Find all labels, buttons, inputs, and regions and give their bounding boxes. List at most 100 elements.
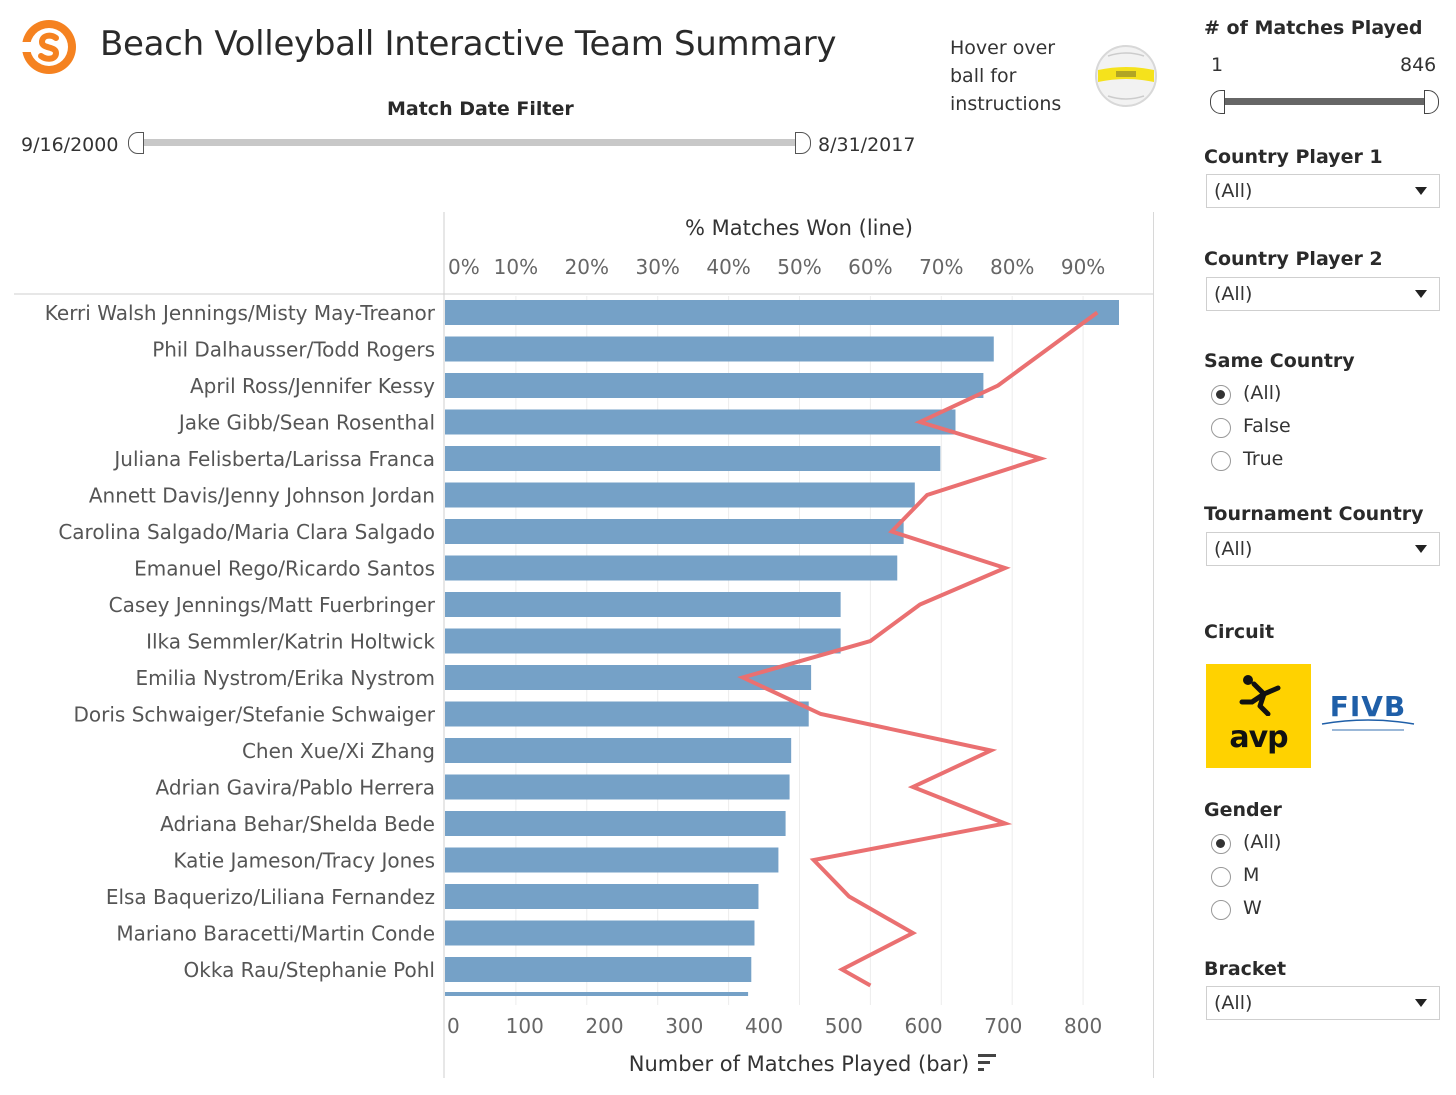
chevron-down-icon [1415, 290, 1427, 298]
team-label: Okka Rau/Stephanie Pohl [184, 958, 435, 982]
country-player-1-dropdown[interactable]: (All) [1206, 174, 1440, 208]
team-label: Juliana Felisberta/Larissa Franca [112, 447, 435, 471]
radio-icon[interactable] [1211, 418, 1231, 438]
matches-bar[interactable] [445, 519, 904, 544]
matches-bar[interactable] [445, 300, 1119, 325]
matches-played-min: 1 [1211, 54, 1224, 76]
radio-icon[interactable] [1211, 451, 1231, 471]
matches-bar[interactable] [445, 884, 759, 909]
top-axis-tick: 0% [448, 255, 480, 279]
team-label: Phil Dalhausser/Todd Rogers [152, 338, 435, 362]
volleyball-player-icon [1239, 675, 1281, 716]
matches-bar[interactable] [445, 920, 755, 946]
partial-bar [445, 992, 749, 996]
team-label: Jake Gibb/Sean Rosenthal [177, 411, 435, 435]
matches-bar[interactable] [445, 665, 812, 690]
same-country-option-false[interactable]: False [1211, 415, 1411, 447]
radio-icon[interactable] [1211, 900, 1231, 920]
top-axis-tick: 30% [635, 255, 679, 279]
country-player-2-dropdown[interactable]: (All) [1206, 277, 1440, 311]
bottom-axis-title: Number of Matches Played (bar) [629, 1052, 970, 1076]
win-pct-line[interactable] [737, 310, 1099, 988]
top-axis-tick: 50% [777, 255, 821, 279]
matches-bar[interactable] [445, 555, 898, 581]
top-axis-tick: 70% [919, 255, 963, 279]
matches-slider-track[interactable] [1222, 98, 1430, 105]
team-label: Elsa Baquerizo/Liliana Fernandez [106, 885, 435, 909]
same-country-option-true[interactable]: True [1211, 448, 1411, 480]
date-slider-end-handle[interactable] [795, 132, 811, 154]
team-summary-chart: % Matches Won (line) 0% 10% 20% 30% 40% 50% 60… [14, 212, 1153, 1078]
team-label: Mariano Baracetti/Martin Conde [116, 922, 435, 946]
top-axis-tick: 80% [990, 255, 1034, 279]
fivb-circuit-logo[interactable]: FIVB [1318, 686, 1418, 746]
matches-slider-max-handle[interactable] [1424, 90, 1439, 114]
team-label: Carolina Salgado/Maria Clara Salgado [58, 520, 435, 544]
matches-bar[interactable] [445, 336, 994, 362]
team-label: Casey Jennings/Matt Fuerbringer [109, 593, 436, 617]
circuit-title: Circuit [1204, 621, 1275, 643]
matches-bar[interactable] [445, 482, 915, 508]
gender-option-w[interactable]: W [1211, 897, 1411, 929]
top-axis-title: % Matches Won (line) [685, 216, 913, 240]
team-label: Ilka Semmler/Katrin Holtwick [146, 630, 435, 654]
matches-bar[interactable] [445, 373, 984, 398]
top-axis-tick: 90% [1061, 255, 1105, 279]
matches-played-title: # of Matches Played [1204, 17, 1423, 39]
top-axis-tick: 20% [565, 255, 609, 279]
team-label: Emanuel Rego/Ricardo Santos [134, 557, 435, 581]
matches-bar[interactable] [445, 847, 779, 873]
team-label: Emilia Nystrom/Erika Nystrom [135, 666, 435, 690]
top-axis-tick: 60% [848, 255, 892, 279]
matches-slider-min-handle[interactable] [1210, 90, 1225, 114]
radio-selected-icon[interactable] [1211, 385, 1231, 405]
date-slider-start-handle[interactable] [128, 132, 144, 154]
radio-icon[interactable] [1211, 867, 1231, 887]
bottom-axis-tick: 800 [1064, 1014, 1102, 1038]
gender-title: Gender [1204, 799, 1282, 821]
date-slider-track[interactable] [140, 139, 802, 146]
country-player-2-title: Country Player 2 [1204, 248, 1383, 270]
team-label: Kerri Walsh Jennings/Misty May-Treanor [45, 301, 436, 325]
bottom-axis-tick: 300 [665, 1014, 703, 1038]
matches-bar[interactable] [445, 592, 841, 617]
matches-bar[interactable] [445, 774, 790, 800]
team-label: Adrian Gavira/Pablo Herrera [155, 776, 435, 800]
hover-instructions-text: Hover over ball for instructions [950, 37, 1062, 115]
country-player-1-value: (All) [1214, 180, 1253, 202]
sort-icon[interactable] [978, 1054, 996, 1071]
team-label: Adriana Behar/Shelda Bede [160, 812, 435, 836]
team-label: Annett Davis/Jenny Johnson Jordan [89, 484, 435, 508]
matches-bar[interactable] [445, 701, 809, 727]
tournament-country-dropdown[interactable]: (All) [1206, 532, 1440, 566]
svg-text:FIVB: FIVB [1330, 690, 1407, 723]
volleyball-icon[interactable] [1094, 44, 1158, 108]
tournament-country-value: (All) [1214, 538, 1253, 560]
matches-bar[interactable] [445, 957, 752, 982]
bracket-value: (All) [1214, 992, 1253, 1014]
team-label: Katie Jameson/Tracy Jones [173, 849, 435, 873]
matches-bar[interactable] [445, 811, 786, 836]
chevron-down-icon [1415, 545, 1427, 553]
avp-circuit-logo[interactable]: avp [1206, 664, 1311, 768]
radio-selected-icon[interactable] [1211, 834, 1231, 854]
date-filter-label: Match Date Filter [387, 98, 574, 120]
team-label: Chen Xue/Xi Zhang [242, 739, 435, 763]
team-label: April Ross/Jennifer Kessy [190, 374, 435, 398]
chevron-down-icon [1415, 999, 1427, 1007]
matches-bar[interactable] [445, 628, 841, 654]
matches-bar[interactable] [445, 409, 956, 435]
same-country-option-all[interactable]: (All) [1211, 382, 1411, 414]
top-axis-tick: 40% [706, 255, 750, 279]
bottom-axis-tick: 0 [447, 1014, 460, 1038]
matches-bar[interactable] [445, 738, 792, 763]
bracket-dropdown[interactable]: (All) [1206, 986, 1440, 1020]
date-filter-end: 8/31/2017 [818, 134, 916, 156]
bottom-axis-tick: 700 [984, 1014, 1022, 1038]
gender-option-m[interactable]: M [1211, 864, 1411, 896]
country-player-1-title: Country Player 1 [1204, 146, 1383, 168]
matches-bar[interactable] [445, 446, 941, 471]
bottom-axis-tick: 600 [904, 1014, 942, 1038]
gender-option-all[interactable]: (All) [1211, 831, 1411, 863]
team-label: Doris Schwaiger/Stefanie Schwaiger [74, 703, 436, 727]
